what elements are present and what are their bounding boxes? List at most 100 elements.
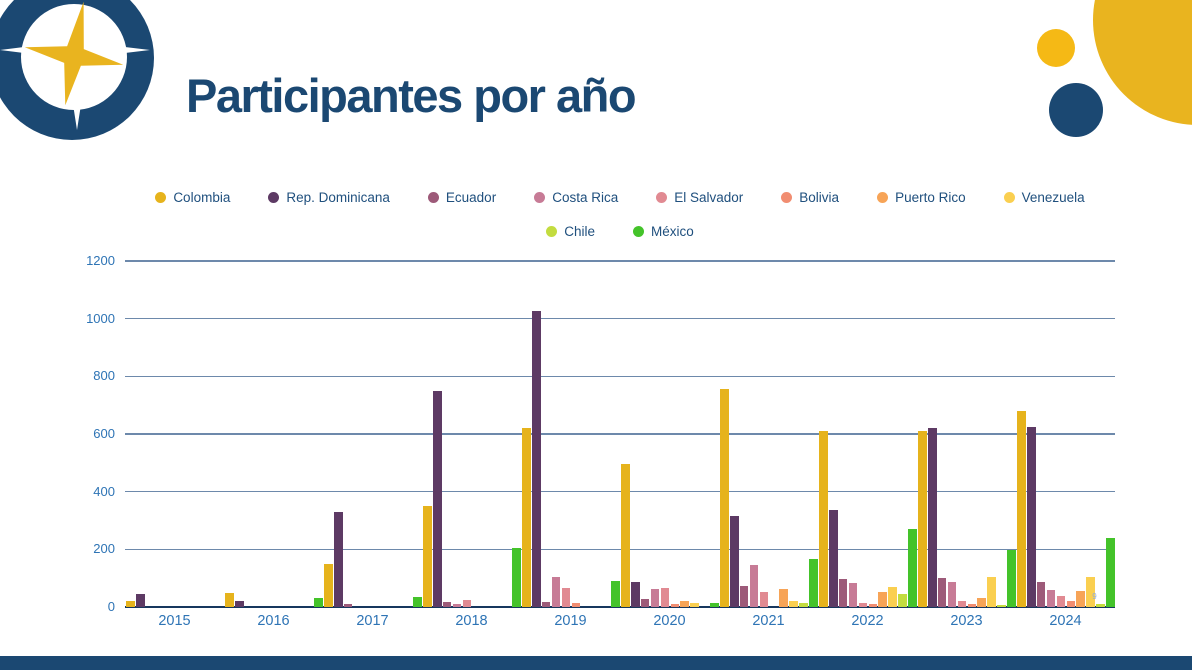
bar-méxico-2021 <box>809 558 818 607</box>
compass-needle-south <box>72 98 82 130</box>
legend-dot-ecuador <box>427 192 439 203</box>
x-tick-2021: 2021 <box>752 613 785 629</box>
bar-ecuador-2020 <box>640 598 650 607</box>
bar-venezuela-2024 <box>1086 576 1095 607</box>
bar-colombia-2024 <box>1017 410 1026 607</box>
x-axis-line <box>125 606 1115 608</box>
bar-rep-dominicana-2015 <box>135 594 145 607</box>
bar-méxico-2024 <box>1106 537 1115 607</box>
bar-rep-dominicana-2020 <box>630 581 640 607</box>
gridline-1200 <box>125 260 1115 262</box>
bar-costa-rica-2019 <box>551 576 561 607</box>
bar-puerto-rico-2024 <box>1076 590 1086 607</box>
bar-méxico-2023 <box>1007 550 1016 607</box>
bar-bolivia-2019 <box>571 602 581 607</box>
bar-rep-dominicana-2021 <box>729 516 739 607</box>
compass-needle-east <box>116 46 150 54</box>
bar-bolivia-2023 <box>967 604 977 607</box>
bar-rep-dominicana-2017 <box>333 511 343 607</box>
bar-puerto-rico-2023 <box>977 598 987 607</box>
y-tick-600: 600 <box>93 426 115 441</box>
y-tick-400: 400 <box>93 483 115 499</box>
legend-row-1: Colombia Rep. Dominicana Ecuador Costa Rica… <box>125 190 1115 205</box>
legend-label: México <box>651 224 694 239</box>
legend-item-costa-rica: Costa Rica <box>534 190 618 205</box>
decorative-navy-circle <box>1049 83 1103 137</box>
legend-dot-puerto-rico <box>877 192 889 203</box>
legend-dot-méxico <box>633 226 644 237</box>
bar-rep-dominicana-2023 <box>927 428 937 607</box>
x-tick-2017: 2017 <box>356 613 389 629</box>
x-tick-2016: 2016 <box>257 613 290 629</box>
legend-dot-costa-rica <box>534 192 546 203</box>
bar-el-salvador-2022 <box>858 602 868 607</box>
bar-méxico-2016 <box>314 598 323 607</box>
bar-bolivia-2024 <box>1066 600 1076 607</box>
bar-méxico-2019 <box>611 580 620 607</box>
bar-el-salvador-2024 <box>1056 595 1066 607</box>
gridline-1000 <box>125 317 1115 320</box>
bar-costa-rica-2018 <box>452 603 462 607</box>
bar-colombia-2018 <box>423 505 432 607</box>
bar-puerto-rico-2020 <box>680 600 690 607</box>
legend-item-colombia: Colombia <box>155 190 230 205</box>
bar-colombia-2020 <box>621 464 630 607</box>
bar-venezuela-2023 <box>987 576 996 607</box>
bar-méxico-2017 <box>413 596 422 607</box>
legend-label: Costa Rica <box>552 190 619 205</box>
legend-item-ecuador: Ecuador <box>427 190 497 205</box>
bar-venezuela-2021 <box>789 600 798 607</box>
bar-puerto-rico-2021 <box>779 588 789 607</box>
bar-costa-rica-2023 <box>947 582 957 607</box>
x-tick-2018: 2018 <box>455 613 488 629</box>
bar-chile-2024 <box>1096 604 1105 607</box>
bar-costa-rica-2020 <box>650 588 660 607</box>
bar-ecuador-2018 <box>442 601 452 607</box>
gold-star-icon <box>24 1 124 106</box>
bar-méxico-2020 <box>710 602 719 607</box>
bar-ecuador-2023 <box>937 577 947 607</box>
x-tick-2022: 2022 <box>851 613 884 629</box>
y-tick-800: 800 <box>93 368 115 384</box>
bar-colombia-2019 <box>522 428 531 607</box>
legend-item-méxico: México <box>633 224 694 239</box>
bar-costa-rica-2022 <box>848 582 858 607</box>
x-tick-2019: 2019 <box>554 613 587 629</box>
bar-ecuador-2024 <box>1036 581 1046 607</box>
x-tick-2023: 2023 <box>950 613 983 629</box>
bar-el-salvador-2023 <box>957 600 967 607</box>
decorative-gold-circle-small <box>1037 29 1075 67</box>
legend-label: Bolivia <box>799 190 840 205</box>
bar-ecuador-2021 <box>739 585 749 607</box>
legend-item-bolivia: Bolivia <box>781 190 839 205</box>
bar-colombia-2021 <box>720 389 729 607</box>
bar-bolivia-2022 <box>868 604 878 607</box>
bar-el-salvador-2021 <box>759 592 769 607</box>
x-tick-2024: 2024 <box>1049 613 1082 629</box>
bar-el-salvador-2019 <box>561 587 571 607</box>
bar-colombia-2017 <box>324 563 333 607</box>
bar-rep-dominicana-2016 <box>234 600 244 607</box>
bar-méxico-2022 <box>908 529 917 607</box>
legend-item-puerto-rico: Puerto Rico <box>877 190 966 205</box>
bar-venezuela-2020 <box>690 602 699 607</box>
bar-ecuador-2022 <box>838 579 848 607</box>
data-label-chile-2024: 9 <box>1092 592 1097 602</box>
footer-bar <box>0 656 1192 670</box>
bar-rep-dominicana-2022 <box>828 510 838 607</box>
bar-el-salvador-2020 <box>660 587 670 607</box>
bar-rep-dominicana-2024 <box>1026 426 1036 607</box>
bar-puerto-rico-2022 <box>878 591 888 607</box>
compass-logo <box>0 0 154 140</box>
gridline-200 <box>125 548 1115 551</box>
gridline-400 <box>125 490 1115 493</box>
y-tick-200: 200 <box>93 541 115 557</box>
legend-label: Ecuador <box>445 190 497 205</box>
bar-colombia-2016 <box>225 592 234 607</box>
legend-label: Venezuela <box>1021 190 1085 205</box>
bar-costa-rica-2024 <box>1046 589 1056 607</box>
legend-label: Colombia <box>173 190 231 205</box>
legend-label: Rep. Dominicana <box>286 190 390 205</box>
bar-ecuador-2017 <box>343 603 353 607</box>
legend-item-chile: Chile <box>546 224 595 239</box>
